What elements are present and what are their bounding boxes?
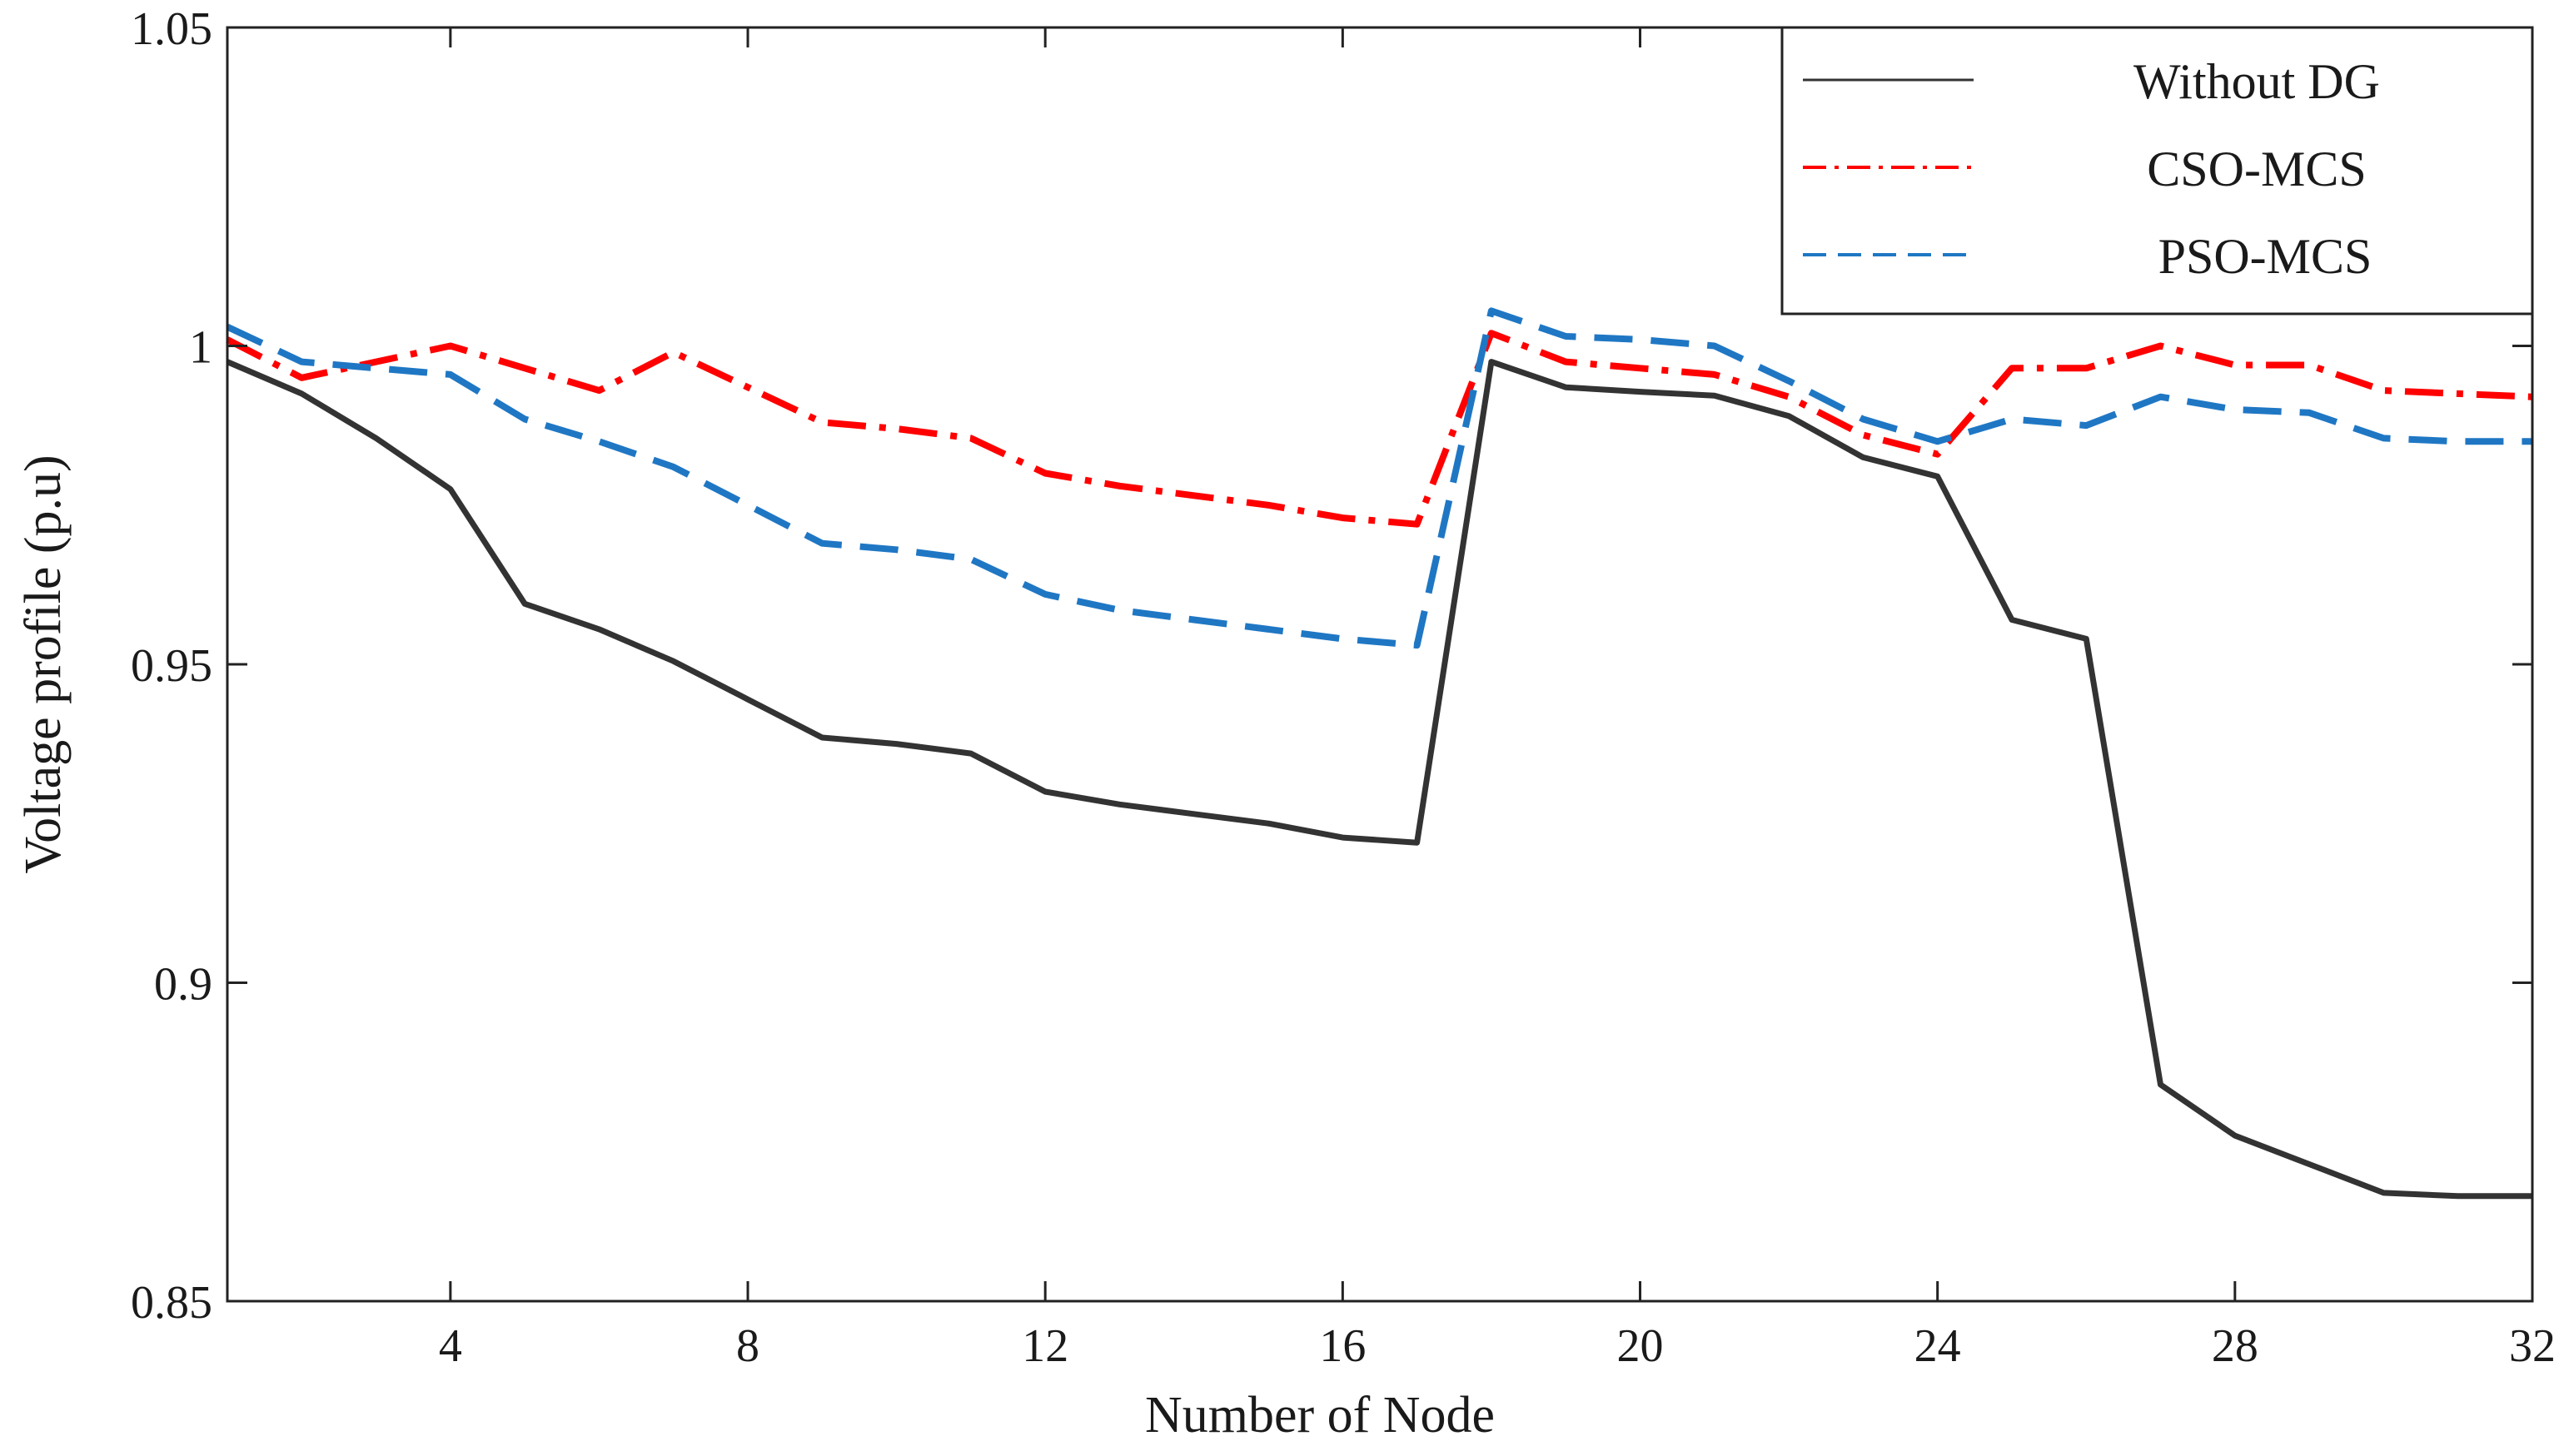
y-tick-label: 0.85 — [131, 1277, 212, 1329]
series-layer — [226, 307, 2533, 1200]
y-tick-label: 0.9 — [154, 959, 212, 1011]
y-tick-label: 1 — [189, 322, 212, 374]
x-tick-label: 32 — [2509, 1320, 2556, 1372]
x-tick-label: 4 — [439, 1320, 462, 1372]
series-line-pso-mcs — [226, 307, 2532, 649]
legend-box — [1780, 26, 2534, 316]
y-tick-label: 1.05 — [131, 3, 212, 55]
series-line-cso-mcs — [226, 330, 2533, 528]
x-tick-label: 12 — [1022, 1320, 1068, 1372]
x-tick-label: 28 — [2212, 1320, 2258, 1372]
legend-label: PSO-MCS — [2158, 229, 2372, 284]
x-tick-label: 16 — [1319, 1320, 1366, 1372]
series-line-without-dg — [226, 359, 2532, 1200]
y-axis-label: Voltage profile (p.u) — [15, 455, 72, 873]
legend-label: Without DG — [2133, 54, 2380, 109]
legend-label: CSO-MCS — [2147, 142, 2366, 196]
x-tick-label: 24 — [1914, 1320, 1961, 1372]
legend: Without DG CSO-MCS PSO-MCS — [1780, 26, 2534, 316]
y-tick-label: 0.95 — [131, 640, 212, 692]
x-tick-label: 20 — [1617, 1320, 1664, 1372]
ticks-layer: 4 8 12 16 20 24 28 32 0.85 0.9 0.95 1 1.05 — [131, 3, 2556, 1372]
x-tick-label: 8 — [736, 1320, 759, 1372]
x-axis-label: Number of Node — [1145, 1387, 1495, 1444]
